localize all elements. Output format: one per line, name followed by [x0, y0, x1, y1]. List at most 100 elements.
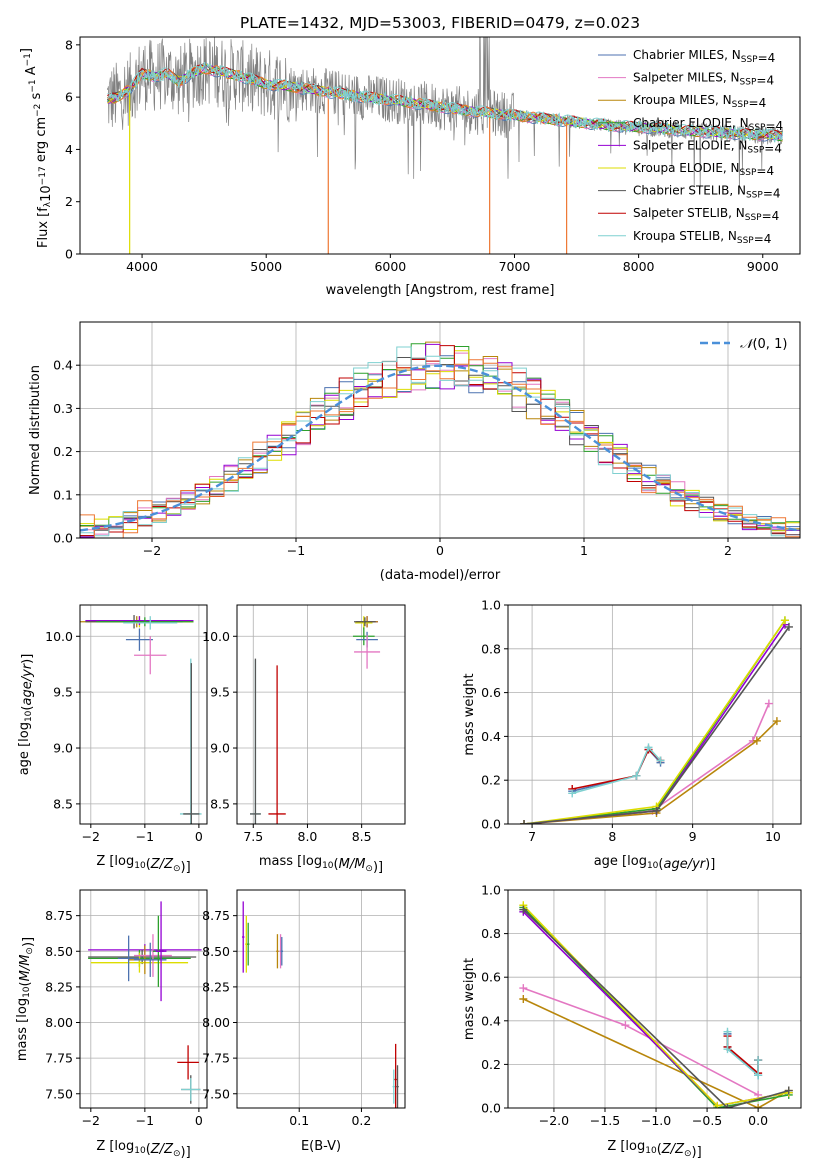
x-tick-label: 2	[724, 543, 732, 558]
y-tick-label: 0.4	[53, 358, 73, 373]
y-tick-label: 0.0	[481, 817, 501, 832]
series-marker	[723, 1104, 732, 1108]
panel-mass_vs_Z: −2 −1 0 7.50 7.75 8.00 8.25 8.50 8.75 Z [log10(Z/…	[15, 889, 208, 1160]
series-line	[726, 1031, 759, 1078]
x-axis-label: mass [log10(M/M⊙)]	[259, 854, 383, 875]
x-axis-label: E(B-V)	[301, 1139, 341, 1154]
y-tick-label: 7.75	[45, 1051, 73, 1066]
y-tick-label: 2	[65, 194, 73, 209]
x-tick-label: −1	[136, 1113, 154, 1128]
series-line	[523, 987, 759, 1096]
series-marker	[752, 736, 761, 745]
legend-label: Chabrier ELODIE, NSSP=4	[633, 116, 783, 133]
y-tick-label: 8.50	[45, 944, 73, 959]
series-line	[524, 703, 770, 824]
panel-weight_vs_Z: −2.0 −1.5 −1.0 −0.5 0.0 0.0 0.2 0.4 0.6 0.8 1.0 mas…	[462, 883, 802, 1160]
y-axis-label: Normed distribution	[28, 365, 43, 495]
y-axis-label: mass weight	[462, 673, 477, 755]
plot-area	[106, 37, 784, 254]
plot-area	[241, 901, 399, 1108]
series-marker	[764, 699, 773, 708]
legend-label: 𝒩(0, 1)	[740, 337, 787, 352]
x-tick-label: 8	[608, 829, 616, 844]
y-tick-label: 0.2	[53, 444, 73, 459]
series-marker	[713, 1101, 722, 1108]
y-tick-label: 0.0	[481, 1101, 501, 1116]
series-line	[522, 909, 789, 1108]
y-tick-label: 4	[65, 142, 73, 157]
y-tick-label: 1.0	[481, 598, 501, 613]
plot-area	[520, 616, 793, 824]
x-tick-label: 4000	[126, 259, 158, 274]
x-tick-label: −2	[82, 829, 100, 844]
x-tick-label: −2	[143, 543, 161, 558]
series-line	[524, 720, 778, 824]
legend-label: Kroupa MILES, NSSP=4	[633, 93, 766, 110]
series-marker	[723, 1045, 732, 1054]
panel-mass_vs_EBV: 0.1 0.2 7.50 7.75 8.00 8.25 8.50 8.75 E(B-V)	[202, 889, 406, 1154]
y-tick-label: 7.50	[202, 1086, 230, 1101]
series-marker	[520, 820, 529, 824]
panel-weight_vs_age: 7 8 9 10 0.0 0.2 0.4 0.6 0.8 1.0 mass weight age [l…	[462, 598, 802, 872]
x-tick-label: −1.5	[590, 1113, 620, 1128]
panel-residuals: −2 −1 0 1 2 0.0 0.1 0.2 0.3 0.4 𝒩(0, 1) (data-model…	[28, 321, 801, 583]
y-tick-label: 10.0	[202, 629, 230, 644]
series-marker	[652, 806, 661, 815]
series-marker	[754, 1071, 763, 1080]
y-tick-label: 0.4	[481, 729, 501, 744]
series-marker	[519, 905, 528, 914]
y-tick-label: 8.5	[53, 796, 73, 811]
x-tick-label: 9000	[747, 259, 779, 274]
series-line	[571, 745, 662, 795]
y-tick-label: 0.1	[53, 487, 73, 502]
x-axis-label: Z [log10(Z/Z⊙)]	[607, 1139, 701, 1160]
legend: 𝒩(0, 1)	[700, 337, 787, 352]
y-tick-label: 8	[65, 37, 73, 52]
model-line-kroupa-stelib	[107, 61, 784, 143]
x-axis-label: Z [log10(Z/Z⊙)]	[96, 854, 190, 875]
y-tick-label: 1.0	[481, 883, 501, 898]
x-tick-label: 0.1	[289, 1113, 309, 1128]
x-tick-label: 7.5	[243, 829, 263, 844]
series-line	[726, 1036, 759, 1075]
hist-salpeter-stelib	[80, 345, 800, 537]
figure-title: PLATE=1432, MJD=53003, FIBERID=0479, z=0…	[240, 14, 640, 32]
series-marker	[568, 789, 577, 798]
x-tick-label: −1	[136, 829, 154, 844]
series-marker	[723, 1027, 732, 1036]
axes-frame	[79, 36, 801, 255]
y-tick-label: 0.2	[481, 773, 501, 788]
x-tick-label: −0.5	[692, 1113, 722, 1128]
x-tick-label: 8.0	[298, 829, 318, 844]
hist-extra	[80, 359, 800, 538]
series-marker	[632, 771, 641, 780]
x-tick-label: 5000	[250, 259, 282, 274]
hist-salpeter-elodie	[80, 343, 800, 538]
data-spectrum-line	[106, 37, 783, 194]
plot-area	[88, 901, 202, 1104]
x-tick-label: 7	[528, 829, 536, 844]
y-axis-label: mass weight	[462, 958, 477, 1040]
y-tick-label: 0.8	[481, 926, 501, 941]
series-line	[572, 748, 662, 792]
series-marker	[519, 984, 528, 993]
x-tick-label: 9	[689, 829, 697, 844]
series-line	[524, 624, 786, 824]
x-axis-label: age [log10(age/yr)]	[594, 854, 716, 872]
series-marker	[656, 756, 665, 765]
x-tick-label: −1	[287, 543, 305, 558]
y-tick-label: 8.75	[202, 908, 230, 923]
series-marker	[519, 995, 528, 1003]
y-tick-label: 0.3	[53, 401, 73, 416]
axes-frame	[507, 889, 802, 1109]
legend: Chabrier MILES, NSSP=4 Salpeter MILES, NS…	[598, 48, 783, 246]
y-tick-label: 0.6	[481, 685, 501, 700]
y-tick-label: 0.2	[481, 1057, 501, 1072]
series-line	[522, 906, 789, 1108]
x-tick-label: −2	[82, 1113, 100, 1128]
x-axis-label: wavelength [Angstrom, rest frame]	[326, 283, 555, 298]
series-line	[524, 626, 790, 824]
series-line	[523, 619, 786, 824]
y-tick-label: 8.25	[202, 979, 230, 994]
